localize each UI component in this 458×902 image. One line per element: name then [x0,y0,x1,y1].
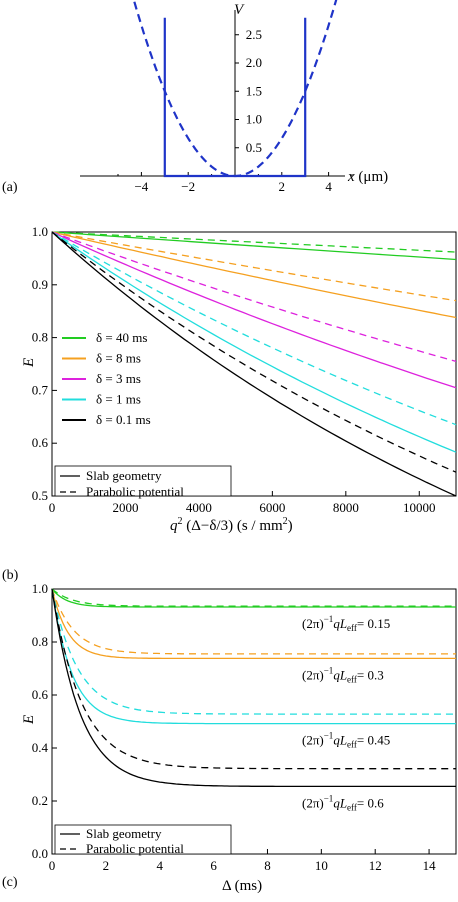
panel-b-xtick-label: 6000 [259,500,285,515]
panel-c-ytick-label: 0.4 [32,740,49,755]
panel-b-legend-label: δ = 40 ms [96,330,147,345]
panel-c-xtick-label: 10 [315,858,328,873]
panel-c-annotation: (2π)−1qLeff= 0.45 [302,731,390,750]
panel-a-xtick-label: −4 [134,179,148,194]
panel-b-xlabel: q2 (Δ−δ/3) (s / mm2) [170,516,293,534]
panel-c-slab-line [51,588,456,788]
panel-c-xtick-label: 2 [103,858,110,873]
panel-b-slab-line [51,231,457,453]
panel-c-slab-line [51,588,456,725]
panel-c-parabolic-line [51,588,456,655]
panel-b-legend-style-label: Slab geometry [86,468,162,483]
panel-b-ytick-label: 1.0 [32,224,48,239]
panel-b-legend-style-label: Parabolic potential [86,484,184,499]
panel-b-slab-line [51,231,457,261]
panel-b-parabolic-line [51,231,457,253]
panel-b-ytick-label: 0.6 [32,435,49,450]
panel-b-parabolic-line [51,231,457,426]
panel-b-xtick-label: 2000 [112,500,138,515]
panel-a-ytick-label: 0.5 [246,140,262,155]
panel-b-legend-label: δ = 1 ms [96,392,141,407]
panel-b-xtick-label: 4000 [186,500,212,515]
panel-c-xtick-label: 12 [369,858,382,873]
panel-c-xtick-label: 0 [49,858,56,873]
panel-c-ytick-label: 0.6 [32,687,49,702]
panel-c-frame [51,588,457,855]
panel-a-parabolic-line [132,0,338,178]
panel-c-xtick-label: 8 [264,858,271,873]
panel-c-xtick-label: 14 [423,858,437,873]
panel-c-parabolic-line [51,588,456,607]
panel-a-ytick-label: 1.5 [246,83,262,98]
panel-b-ytick-label: 0.9 [32,277,48,292]
panel-a-ylabel: V [234,2,245,18]
panel-b-legend-label: δ = 8 ms [96,351,141,366]
panel-c-ytick-label: 0.0 [32,846,48,861]
panel-a-potential: (a) −4 −2 2 4 0.5 1.0 1.5 2.0 2.5 V x (μm) [2,0,388,195]
panel-c-label: (c) [2,875,18,890]
panel-c-echo-vs-delta: (c) 0 2 4 6 8 10 12 14 0.0 0.2 0.4 0.6 0.8 1.0 (2π)−1… [2,581,457,894]
panel-b-xtick-label: 10000 [403,500,436,515]
panel-b-slab-line [51,231,457,497]
panel-a-xtick-label: 4 [325,179,332,194]
panel-c-ytick-label: 1.0 [32,581,48,596]
panel-a-xtick-label: −2 [181,179,195,194]
panel-b-ytick-label: 0.7 [32,382,49,397]
panel-b-legend-label: δ = 0.1 ms [96,412,151,427]
panel-b-parabolic-line [51,231,457,473]
panel-c-slab-line [51,588,456,608]
panel-c-legend-style-label: Slab geometry [86,826,162,841]
panel-c-legend-style-label: Parabolic potential [86,841,184,856]
panel-b-echo-vs-q: (b) 0 2000 4000 6000 8000 10000 0.5 0.6 0.7 0.8 0.… [2,224,457,583]
panel-b-label: (b) [2,568,19,583]
panel-c-xlabel: Δ (ms) [222,878,262,894]
panel-c-annotation: (2π)−1qLeff= 0.3 [302,665,384,684]
panel-b-ylabel: E [21,358,37,368]
panel-b-xtick-label: 8000 [333,500,359,515]
panel-c-annotation: (2π)−1qLeff= 0.6 [302,793,384,812]
panel-c-annotation: (2π)−1qLeff= 0.15 [302,614,390,633]
panel-c-xtick-label: 6 [210,858,217,873]
panel-b-frame [51,231,457,497]
panel-b-slab-line [51,231,457,319]
panel-b-ytick-label: 0.5 [32,488,48,503]
panel-a-ytick-label: 2.5 [246,27,262,42]
panel-c-ytick-label: 0.2 [32,793,48,808]
panel-c-ylabel: E [21,715,37,725]
panel-a-ytick-label: 1.0 [246,112,262,127]
panel-b-legend-label: δ = 3 ms [96,371,141,386]
panel-b-slab-line [51,231,457,389]
panel-a-xtick-label: 2 [279,179,286,194]
panel-c-ytick-label: 0.8 [32,634,48,649]
panel-b-parabolic-line [51,231,457,302]
panel-a-ytick-label: 2.0 [246,55,262,70]
panel-b-parabolic-line [51,231,457,363]
panel-c-parabolic-line [51,588,456,715]
panel-b-legend: δ = 40 ms δ = 8 ms δ = 3 ms δ = 1 ms δ = 0.1… [54,330,232,499]
panel-b-xtick-label: 0 [49,500,56,515]
panel-b-ytick-label: 0.8 [32,330,48,345]
panel-c-parabolic-line [51,588,456,770]
panel-a-label: (a) [2,180,18,195]
panel-c-slab-line [51,588,456,660]
panel-c-xtick-label: 4 [156,858,163,873]
panel-a-xlabel: x (μm) [347,169,388,185]
